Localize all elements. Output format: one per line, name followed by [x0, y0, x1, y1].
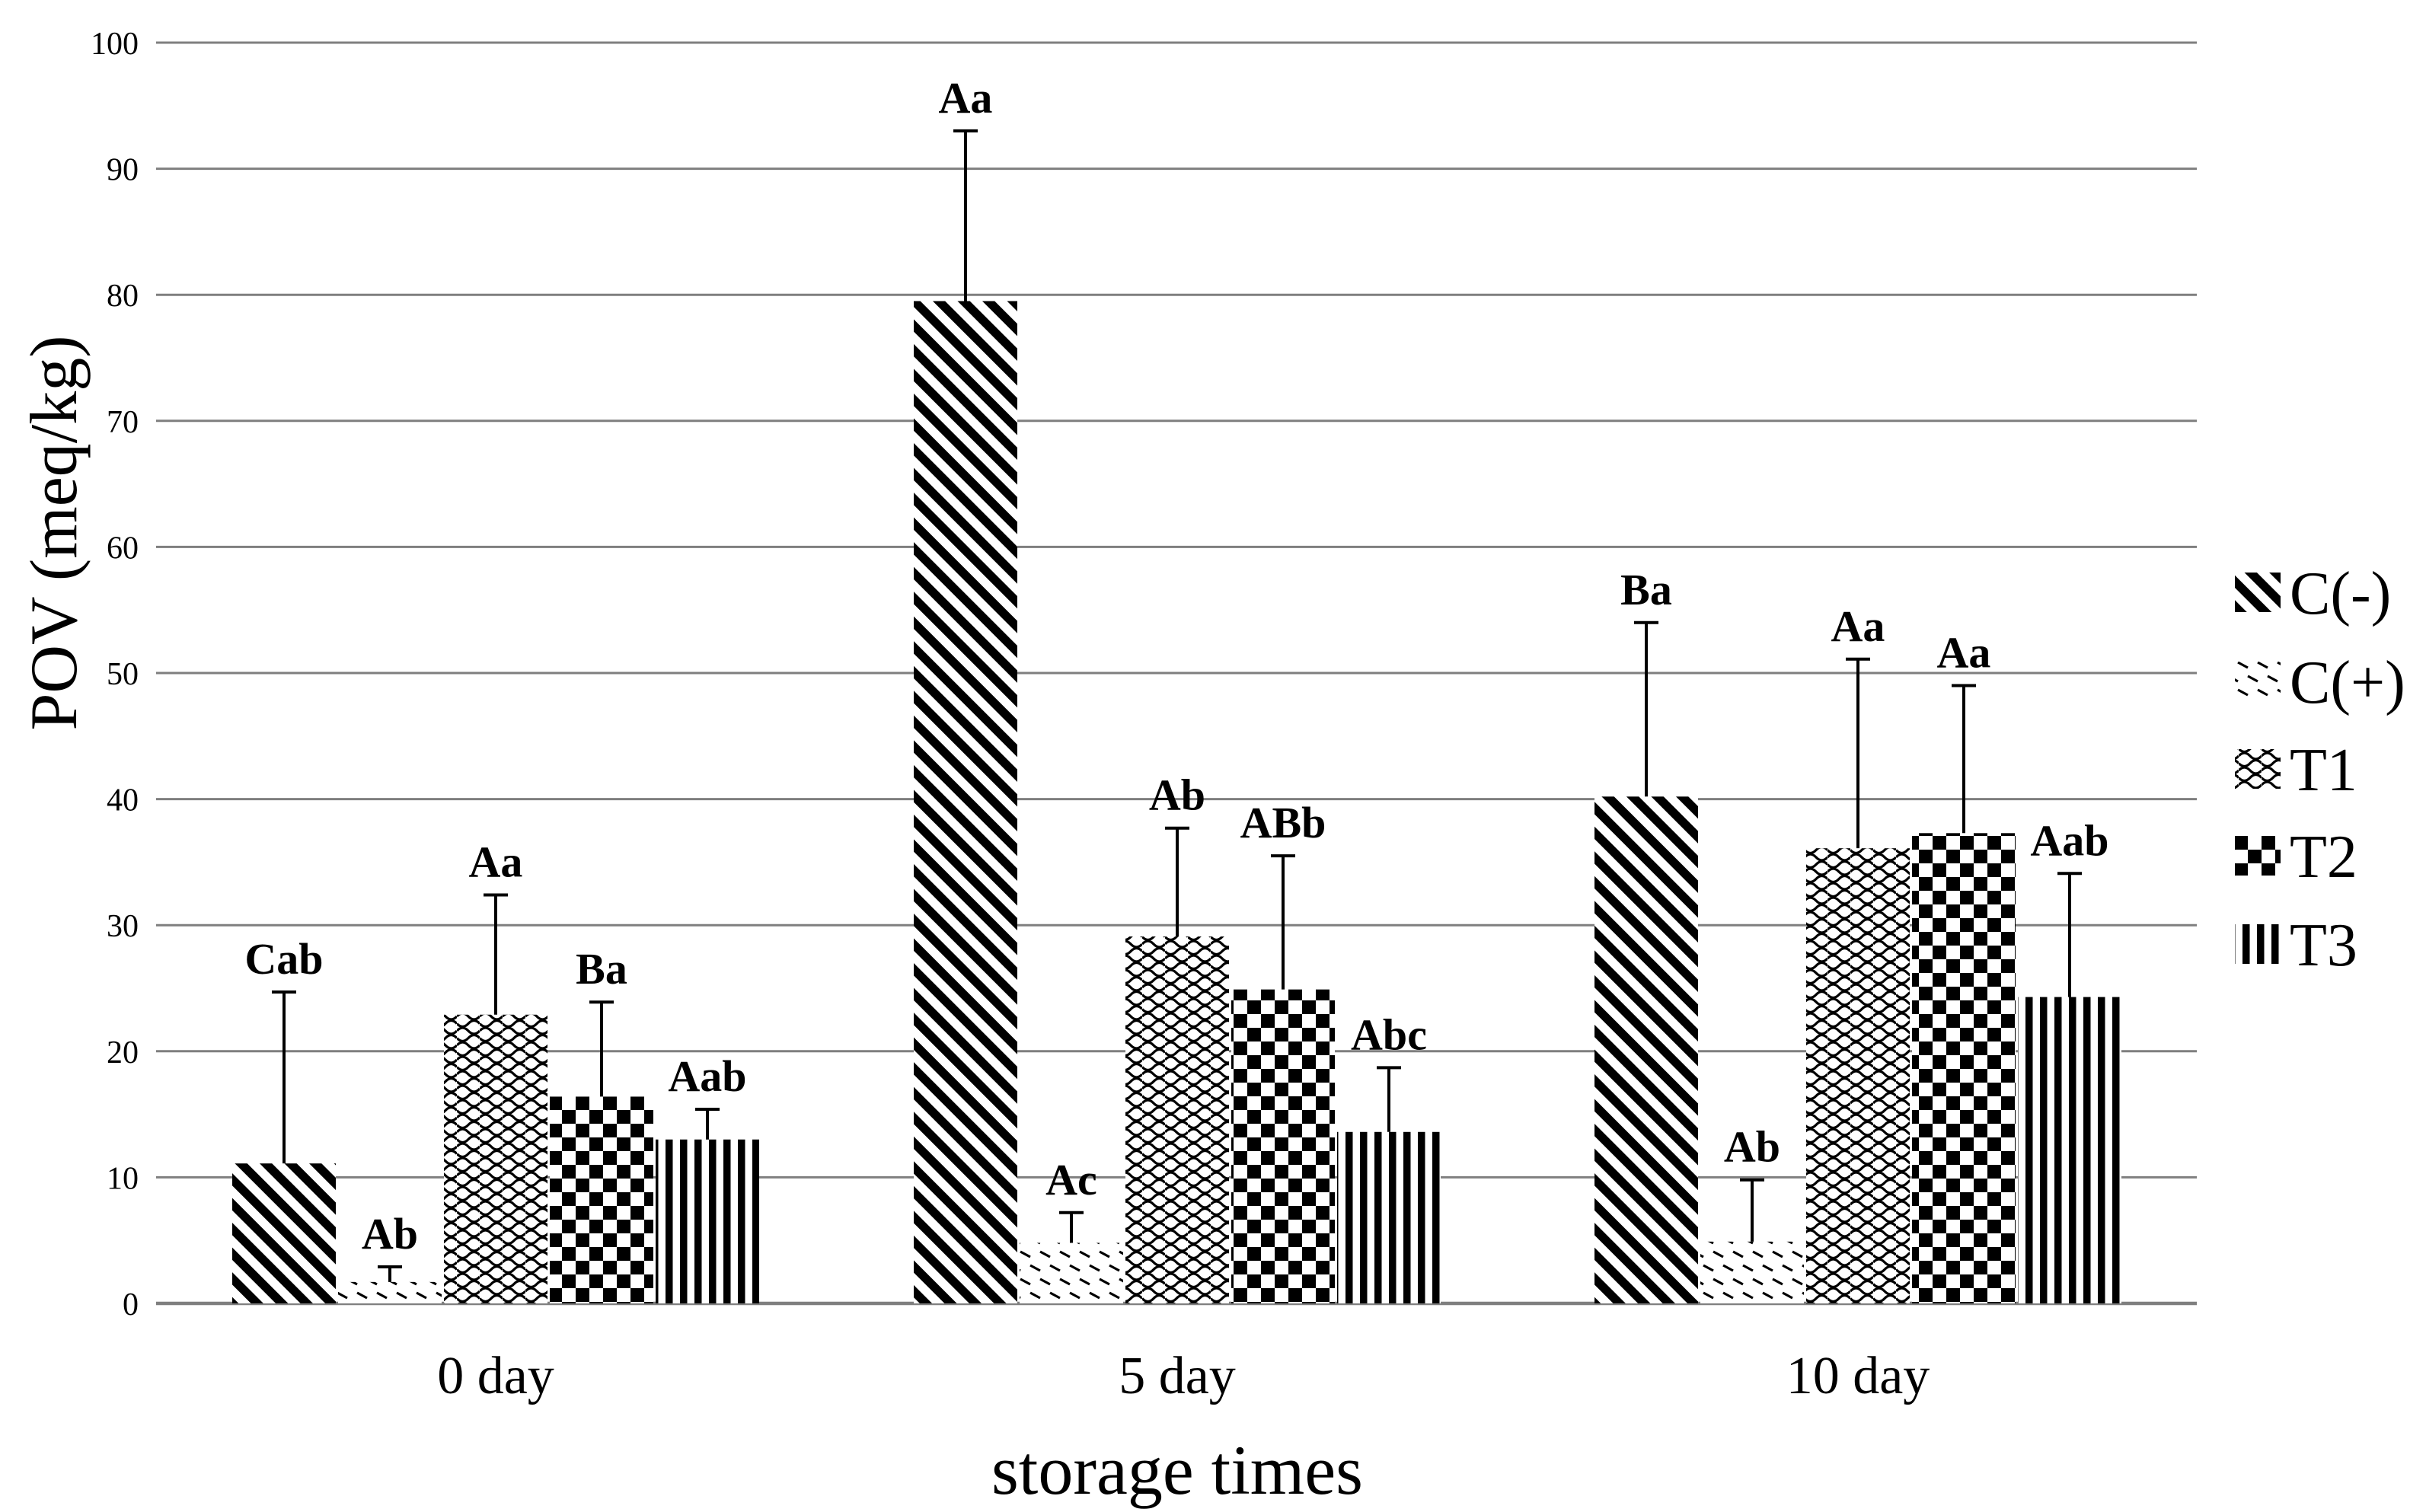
error-bar-C(-)-10-day [1634, 620, 1658, 797]
bar-T3-10-day [2018, 997, 2121, 1303]
y-tick-label-80: 80 [107, 279, 139, 314]
bar-T1-10-day [1806, 848, 1910, 1303]
legend-label-C(+): C(+) [2290, 649, 2405, 716]
significance-label-T1-0-day: Aa [469, 837, 523, 886]
error-bar-C(+)-0-day [378, 1265, 402, 1282]
significance-label-T3-10-day: Aab [2030, 815, 2108, 865]
legend-label-T1: T1 [2290, 737, 2357, 804]
bar-T1-0-day [444, 1014, 547, 1303]
y-tick-label-100: 100 [91, 27, 139, 62]
bar-series [232, 301, 2121, 1304]
error-bar-T3-5-day [1377, 1066, 1401, 1132]
significance-label-T2-10-day: Aa [1937, 628, 1991, 678]
bar-C(+)-0-day [338, 1281, 442, 1303]
significance-label-C(-)-0-day: Cab [244, 934, 323, 984]
legend-item-C(-): C(-) [2235, 560, 2391, 627]
category-label-5-day: 5 day [1119, 1347, 1236, 1405]
error-bar-T3-10-day [2057, 872, 2082, 997]
bar-C(-)-5-day [914, 301, 1017, 1304]
legend-label-T2: T2 [2290, 824, 2357, 891]
bar-T1-5-day [1125, 936, 1229, 1303]
error-bar-T3-0-day [695, 1107, 720, 1140]
y-tick-label-20: 20 [107, 1035, 139, 1070]
y-tick-label-0: 0 [123, 1287, 139, 1322]
y-tick-label-90: 90 [107, 153, 139, 188]
y-tick-label-60: 60 [107, 531, 139, 566]
legend-label-T3: T3 [2290, 912, 2357, 979]
legend: C(-) C(+) T1 T2 T3 [2235, 560, 2405, 979]
significance-label-T3-0-day: Aab [668, 1051, 746, 1101]
legend-swatch-checkerboard [2235, 836, 2281, 876]
significance-label-T2-5-day: ABb [1240, 798, 1326, 847]
bar-T2-0-day [550, 1096, 653, 1303]
y-axis-title: POV (meq/kg) [18, 335, 91, 730]
significance-label-T1-5-day: Ab [1149, 770, 1205, 820]
error-bars [272, 129, 2082, 1282]
bar-T3-0-day [656, 1139, 759, 1303]
y-tick-label-30: 30 [107, 909, 139, 944]
y-tick-label-50: 50 [107, 657, 139, 692]
x-axis-category-labels: 0 day 5 day 10 day [437, 1347, 1930, 1405]
significance-label-C(+)-5-day: Ac [1045, 1155, 1097, 1204]
bar-T3-5-day [1337, 1131, 1441, 1303]
significance-label-T1-10-day: Aa [1831, 601, 1885, 651]
bar-T2-5-day [1231, 989, 1335, 1303]
error-bar-T2-10-day [1952, 684, 1976, 834]
y-axis-tick-labels: 0 10 20 30 40 50 60 70 80 90 100 [91, 27, 139, 1322]
category-label-10-day: 10 day [1786, 1347, 1930, 1405]
legend-swatch-diagonal-stripes [2235, 573, 2281, 612]
y-tick-label-70: 70 [107, 405, 139, 440]
category-label-0-day: 0 day [437, 1347, 554, 1405]
legend-label-C(-): C(-) [2290, 560, 2391, 627]
error-bar-C(+)-5-day [1059, 1211, 1084, 1243]
legend-item-T1: T1 [2235, 737, 2357, 804]
legend-item-T3: T3 [2235, 912, 2357, 979]
error-bar-C(-)-0-day [272, 990, 296, 1164]
significance-label-T2-0-day: Ba [576, 944, 627, 994]
y-tick-label-10: 10 [107, 1161, 139, 1196]
significance-label-C(+)-0-day: Ab [362, 1209, 418, 1258]
bar-C(-)-10-day [1594, 796, 1698, 1303]
error-bar-T2-0-day [589, 1000, 614, 1097]
significance-label-C(+)-10-day: Ab [1724, 1122, 1780, 1172]
error-bar-T1-10-day [1846, 657, 1870, 849]
legend-swatch-vertical-stripes [2235, 924, 2281, 964]
bar-C(+)-5-day [1020, 1242, 1123, 1303]
legend-swatch-wavy-lines [2235, 749, 2281, 789]
error-bar-C(+)-10-day [1740, 1178, 1764, 1242]
bar-C(+)-10-day [1700, 1241, 1804, 1303]
significance-label-C(-)-5-day: Aa [939, 73, 993, 123]
error-bar-T1-0-day [484, 893, 508, 1015]
legend-swatch-fine-diagonal-dashes [2235, 662, 2281, 701]
x-axis-title: storage times [991, 1431, 1363, 1509]
error-bar-T2-5-day [1271, 854, 1295, 990]
legend-item-T2: T2 [2235, 824, 2357, 891]
error-bar-C(-)-5-day [953, 129, 978, 301]
legend-item-C(+): C(+) [2235, 649, 2405, 716]
error-bar-T1-5-day [1165, 826, 1189, 937]
bar-C(-)-0-day [232, 1163, 336, 1303]
significance-labels: Cab Aa Ba Ab Ac Ab Aa Ab Aa Ba ABb Aa Aab Abc Aab [244, 73, 2108, 1258]
bar-T2-10-day [1912, 833, 2016, 1303]
significance-label-T3-5-day: Abc [1351, 1010, 1427, 1059]
y-tick-label-40: 40 [107, 783, 139, 818]
significance-label-C(-)-10-day: Ba [1620, 565, 1672, 614]
